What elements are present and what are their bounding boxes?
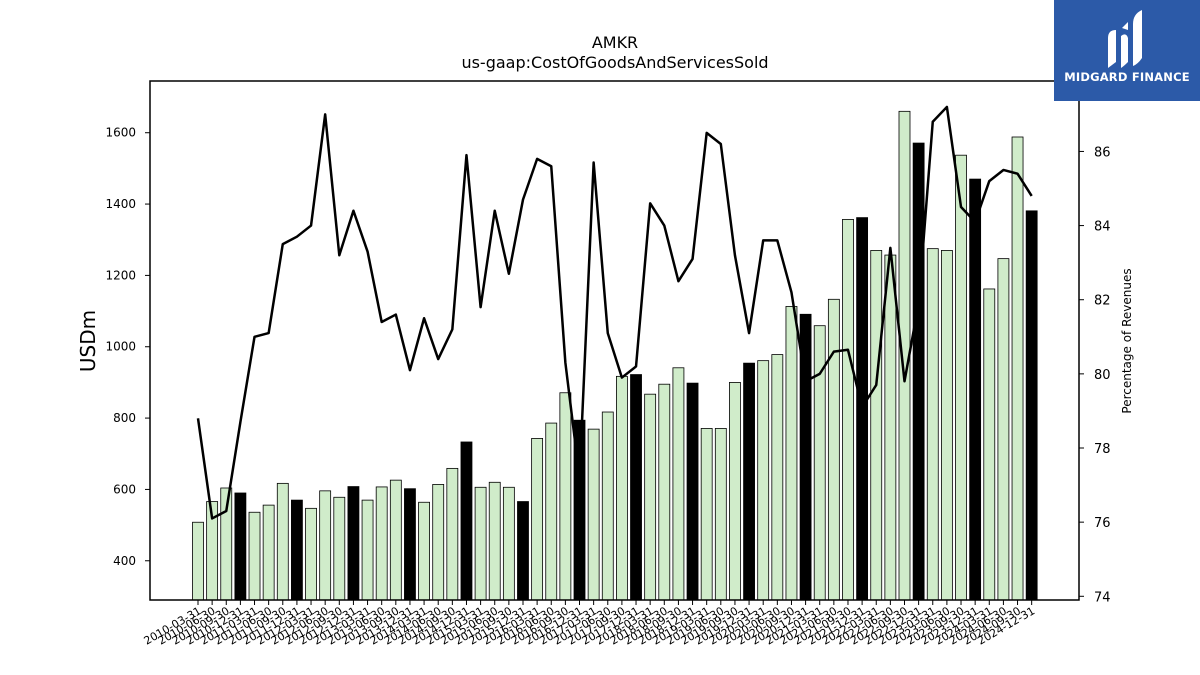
- bar-2010-03-31: [192, 521, 204, 601]
- bar-2015-12-31: [517, 501, 529, 601]
- bar-2018-06-30: [658, 383, 671, 601]
- bar-2020-03-31: [757, 360, 770, 601]
- bar-2013-06-30: [375, 486, 388, 601]
- bar-2012-09-30: [333, 496, 346, 601]
- y2-tick-label: 74: [1094, 590, 1111, 605]
- bar-2024-09-30: [1011, 136, 1024, 601]
- y2-tick-label: 86: [1094, 145, 1111, 160]
- bar-2021-06-30: [827, 298, 840, 601]
- y2-tick-label: 80: [1094, 368, 1111, 383]
- chart-title: AMKR: [592, 33, 638, 52]
- bar-2016-09-30: [559, 392, 572, 601]
- y-tick-label: 1000: [105, 340, 136, 354]
- bar-2018-03-31: [644, 393, 657, 601]
- bar-2010-12-31: [234, 492, 247, 601]
- bar-2017-03-31: [587, 428, 600, 601]
- bar-2024-06-30: [997, 258, 1010, 601]
- x-axis-ticks: 2010-03-312010-06-302010-09-302010-12-31…: [142, 600, 1037, 648]
- bar-2017-09-30: [616, 375, 628, 601]
- bar-2021-12-31: [856, 217, 869, 601]
- percentage-of-revenues-line: [196, 105, 1033, 520]
- bar-2019-03-31: [700, 428, 713, 601]
- bar-2023-03-31: [926, 248, 939, 601]
- bar-2020-06-30: [771, 354, 784, 601]
- y2-tick-label: 82: [1094, 294, 1111, 309]
- bar-2016-03-31: [531, 438, 544, 601]
- line-group: [196, 105, 1033, 520]
- y2-axis-ticks: 74 76 78 80 82 84 86: [1079, 145, 1111, 605]
- bar-2012-03-31: [305, 507, 317, 601]
- bar-2011-06-30: [262, 504, 275, 601]
- midgard-m-icon: [1108, 10, 1142, 68]
- bar-2024-03-31: [983, 288, 996, 601]
- logo: MIDGARD FINANCE: [1054, 0, 1200, 101]
- bar-group: [192, 110, 1038, 601]
- bar-2024-12-31: [1025, 210, 1038, 601]
- y-tick-label: 800: [113, 411, 136, 425]
- bar-2021-09-30: [842, 218, 854, 601]
- bar-2019-06-30: [714, 428, 727, 601]
- bar-2016-06-30: [545, 422, 558, 601]
- bar-2018-12-31: [686, 382, 699, 601]
- bar-2020-09-30: [785, 306, 798, 601]
- plot-frame: [149, 80, 1080, 601]
- bar-2012-06-30: [319, 490, 332, 601]
- bar-2023-06-30: [940, 250, 953, 601]
- y-tick-label: 1600: [105, 126, 136, 140]
- bar-2023-12-31: [969, 178, 982, 601]
- bar-2014-06-30: [432, 484, 445, 601]
- bar-2011-09-30: [276, 482, 289, 601]
- logo-text: MIDGARD FINANCE: [1064, 70, 1190, 84]
- bar-2013-03-31: [361, 499, 374, 601]
- bar-2019-09-30: [729, 382, 741, 601]
- bar-2014-03-31: [418, 501, 430, 601]
- y-tick-label: 600: [113, 482, 136, 496]
- bar-2015-03-31: [474, 486, 487, 601]
- bar-2015-06-30: [488, 481, 501, 601]
- bar-2011-12-31: [291, 499, 303, 601]
- bar-2013-12-31: [404, 488, 416, 601]
- bar-2014-12-31: [460, 441, 473, 601]
- bar-2022-06-30: [884, 254, 897, 601]
- y2-axis-label: Percentage of Revenues: [1120, 268, 1134, 413]
- bar-2017-06-30: [601, 411, 614, 601]
- bar-2018-09-30: [672, 367, 685, 601]
- y-tick-label: 1400: [105, 197, 136, 211]
- bar-2012-12-31: [347, 486, 360, 601]
- bar-2017-12-31: [630, 374, 642, 601]
- y2-tick-label: 76: [1094, 516, 1111, 531]
- bar-2022-03-31: [870, 250, 883, 601]
- bar-2011-03-31: [248, 511, 261, 601]
- bar-2022-12-31: [912, 142, 925, 601]
- bar-2015-09-30: [502, 486, 515, 601]
- bar-2019-12-31: [743, 362, 755, 601]
- y2-tick-label: 84: [1094, 220, 1111, 235]
- y-tick-label: 400: [113, 554, 136, 568]
- bar-2013-09-30: [389, 479, 402, 601]
- y-axis-ticks: 400 600 800 1000 1200 1400 1600: [105, 126, 150, 568]
- y2-tick-label: 78: [1094, 442, 1111, 457]
- y-tick-label: 1200: [105, 268, 136, 282]
- y-axis-label: USDm: [76, 310, 100, 372]
- bar-2023-09-30: [955, 154, 967, 601]
- bar-2014-09-30: [446, 467, 459, 601]
- chart-subtitle: us-gaap:CostOfGoodsAndServicesSold: [461, 53, 768, 72]
